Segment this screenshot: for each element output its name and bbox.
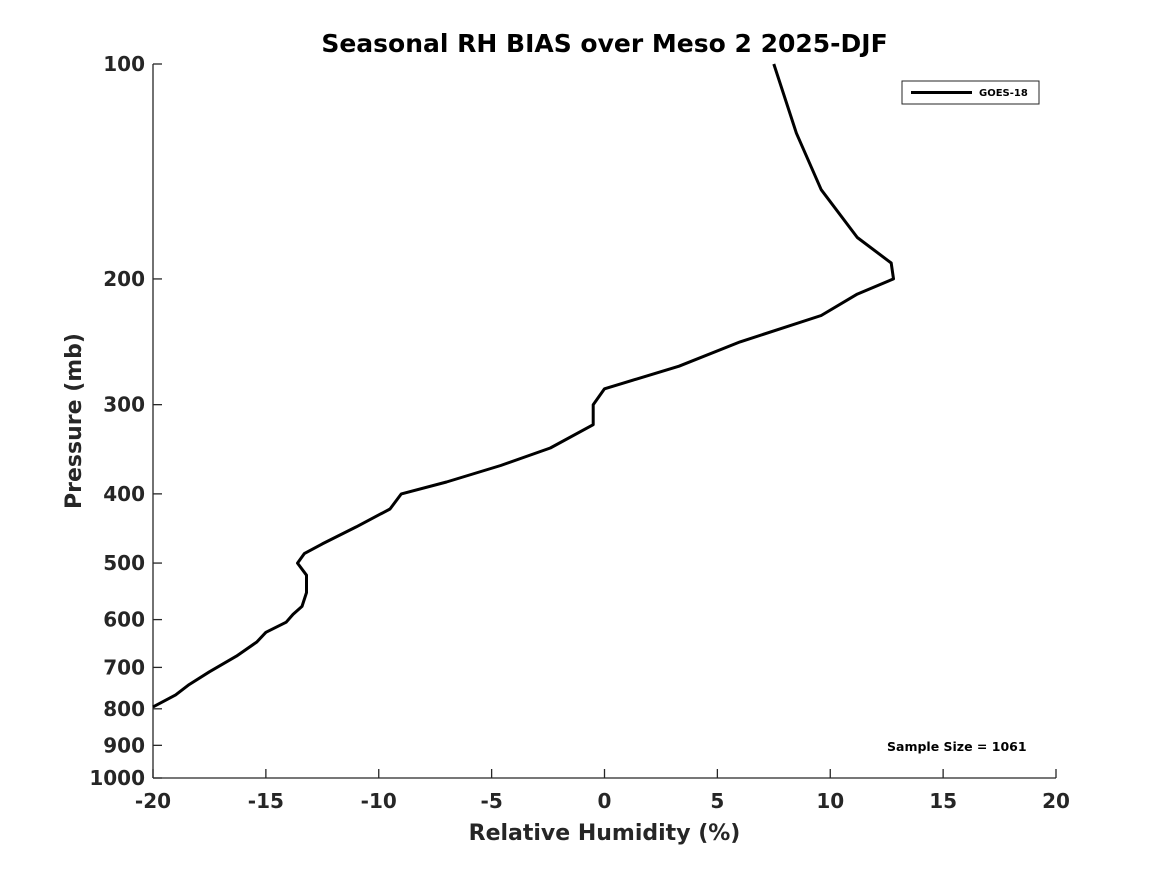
y-tick-label: 1000 [89,766,145,790]
series-line-0 [152,63,895,709]
chart-title: Seasonal RH BIAS over Meso 2 2025-DJF [321,29,887,58]
series-lines [152,63,895,709]
axes [152,64,1056,779]
x-tick-label: 0 [598,789,612,813]
y-axis-label: Pressure (mb) [62,333,87,509]
x-tick-label: -10 [361,789,397,813]
y-tick-label: 400 [103,482,145,506]
annotations: Sample Size = 1061 [887,739,1027,754]
x-tick-label: 10 [816,789,844,813]
y-tick-label: 100 [103,52,145,76]
x-tick-label: 20 [1042,789,1070,813]
sample-size-annotation: Sample Size = 1061 [887,739,1027,754]
legend-label: GOES-18 [979,88,1028,99]
x-axis-label: Relative Humidity (%) [469,821,741,846]
x-axis-ticks: -20 -15 -10 -5 0 5 10 15 20 [135,769,1070,813]
x-tick-label: -20 [135,789,171,813]
y-axis-ticks: 100 200 300 400 500 600 700 800 900 1000 [89,52,162,790]
y-tick-label: 900 [103,733,145,757]
x-tick-label: 5 [710,789,724,813]
y-tick-label: 600 [103,608,145,632]
y-tick-label: 200 [103,267,145,291]
x-tick-label: 15 [929,789,957,813]
y-tick-label: 500 [103,551,145,575]
x-tick-label: -15 [248,789,284,813]
y-tick-label: 300 [103,393,145,417]
legend: GOES-18 [901,80,1040,105]
y-tick-label: 800 [103,697,145,721]
y-tick-label: 700 [103,655,145,679]
x-tick-label: -5 [481,789,503,813]
